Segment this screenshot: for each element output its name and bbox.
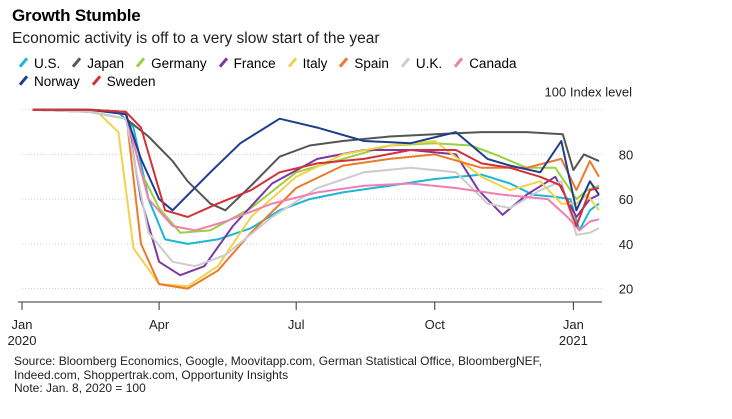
y-tick-label: 40 (619, 237, 633, 252)
legend-item: France (216, 55, 276, 73)
legend-label: U.K. (415, 56, 443, 71)
series-line-norway (32, 108, 600, 212)
legend-item: Sweden (89, 73, 156, 91)
gridlines (22, 109, 602, 290)
y-axis: 20 40 60 80 100 Index level (545, 85, 634, 297)
y-axis-label: 100 Index level (545, 85, 633, 100)
legend-item: U.S. (16, 55, 60, 73)
source-note: Source: Bloomberg Economics, Google, Moo… (14, 354, 543, 368)
series-line-canada (32, 108, 600, 232)
series-line-spain (32, 108, 600, 290)
legend-label: Sweden (106, 74, 156, 89)
series-line-u-k (32, 108, 600, 268)
y-tick-label: 20 (619, 282, 633, 297)
legend-label: Japan (87, 56, 125, 71)
y-tick-label: 80 (619, 147, 633, 162)
legend-item: U.K. (398, 55, 442, 73)
x-tick-label: Apr (149, 317, 170, 332)
series-line-italy (32, 108, 600, 288)
legend-label: France (233, 56, 276, 71)
x-tick-sublabel: 2020 (8, 333, 37, 348)
source-note-continued: Indeed.com, Shoppertrak.com, Opportunity… (14, 367, 289, 382)
x-tick-label: Jan (563, 317, 584, 332)
legend-item: Italy (285, 55, 328, 73)
legend-item: Spain (336, 55, 389, 73)
legend-label: U.S. (34, 56, 61, 71)
legend-label: Spain (354, 56, 389, 71)
x-tick-label: Jul (288, 317, 305, 332)
legend-label: Germany (151, 56, 207, 71)
legend-label: Italy (302, 56, 328, 71)
legend-item: Germany (133, 55, 207, 73)
series-lines (32, 108, 600, 290)
legend-item: Japan (69, 55, 124, 73)
x-tick-label: Oct (425, 317, 446, 332)
chart-subtitle: Economic activity is off to a very slow … (12, 30, 380, 47)
legend-item: Canada (451, 55, 516, 73)
chart-title: Growth Stumble (12, 6, 141, 25)
legend: U.S. Japan Germany France Italy Spain U.K. Cana… (16, 55, 576, 91)
legend-label: Norway (34, 74, 80, 89)
legend-label: Canada (469, 56, 517, 71)
x-tick-sublabel: 2021 (559, 333, 588, 348)
index-note: Note: Jan. 8, 2020 = 100 (14, 381, 146, 395)
footnotes: Source: Bloomberg Economics, Google, Moo… (14, 354, 543, 396)
legend-item: Norway (16, 73, 80, 91)
x-tick-label: Jan (12, 317, 33, 332)
y-tick-label: 60 (619, 192, 633, 207)
series-line-sweden (32, 108, 600, 227)
series-line-u-s (32, 108, 600, 245)
series-line-japan (32, 108, 600, 212)
